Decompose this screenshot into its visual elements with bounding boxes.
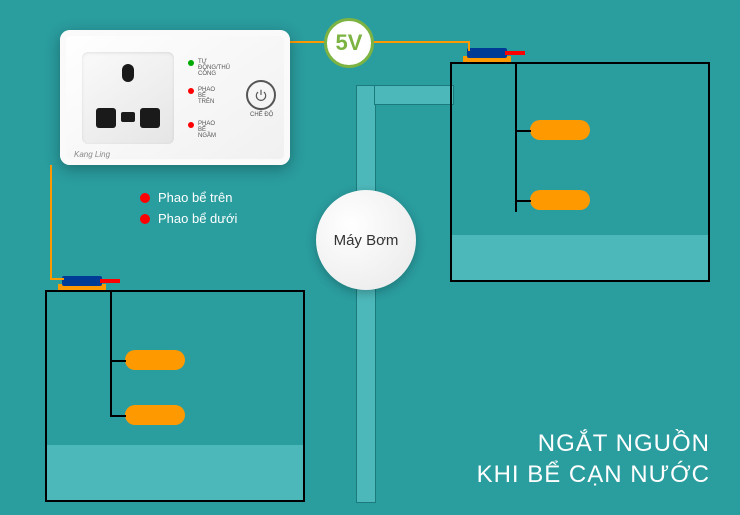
socket-hole-m [121, 112, 135, 122]
socket-hole-r [140, 108, 160, 128]
mode-label: CHẾ ĐỘ [250, 112, 273, 118]
lower-sensor-shaft [100, 279, 120, 283]
upper-float-wire-h2 [515, 200, 531, 202]
led-upper-label: PHAO BỂ TRÊN [198, 87, 215, 105]
wire-to-upper-v [468, 41, 470, 51]
lower-tank-water [47, 445, 303, 500]
pipe-to-upper-tank [374, 85, 454, 105]
legend-dot-upper [140, 193, 150, 203]
legend: Phao bể trên Phao bể dưới [140, 190, 237, 226]
led-upper [188, 88, 194, 94]
lower-float-wire-h2 [110, 415, 126, 417]
lower-float-wire [110, 290, 112, 417]
socket-hole-l [96, 108, 116, 128]
lower-float-bottom [125, 405, 185, 425]
lower-float-top [125, 350, 185, 370]
title-line2: KHI BỂ CẠN NƯỚC [477, 459, 710, 490]
lower-float-wire-h1 [110, 360, 126, 362]
title-line1: NGẮT NGUỒN [477, 428, 710, 459]
socket-panel: TỰ ĐỘNG/THỦ CÔNG PHAO BỂ TRÊN PHAO BỂ NG… [60, 30, 290, 165]
brand-label: Kang Ling [74, 150, 110, 159]
socket-face [82, 52, 174, 144]
socket-hole-top [122, 64, 134, 82]
badge-5v-text: 5V [336, 30, 363, 56]
led-auto [188, 60, 194, 66]
led-auto-label: TỰ ĐỘNG/THỦ CÔNG [198, 59, 230, 77]
upper-float-wire-h1 [515, 130, 531, 132]
legend-label-upper: Phao bể trên [158, 190, 232, 205]
led-lower [188, 122, 194, 128]
upper-tank-water [452, 235, 708, 280]
upper-float-wire [515, 62, 517, 212]
pump: Máy Bơm [316, 190, 416, 290]
pump-label: Máy Bơm [334, 232, 399, 249]
upper-sensor-disc [467, 48, 507, 58]
pipe-vertical [356, 85, 376, 503]
upper-float-top [530, 120, 590, 140]
wire-to-lower-v1 [50, 165, 52, 280]
title: NGẮT NGUỒN KHI BỂ CẠN NƯỚC [477, 428, 710, 490]
upper-sensor-shaft [505, 51, 525, 55]
wire-to-upper-h [290, 41, 468, 43]
legend-dot-lower [140, 214, 150, 224]
lower-sensor-disc [62, 276, 102, 286]
upper-tank [450, 62, 710, 282]
legend-label-lower: Phao bể dưới [158, 211, 237, 226]
wire-to-lower-h [50, 278, 64, 280]
power-button[interactable] [246, 80, 276, 110]
upper-float-bottom [530, 190, 590, 210]
power-icon [254, 88, 268, 102]
lower-tank [45, 290, 305, 502]
badge-5v: 5V [324, 18, 374, 68]
led-lower-label: PHAO BỂ NGẦM [198, 121, 216, 139]
